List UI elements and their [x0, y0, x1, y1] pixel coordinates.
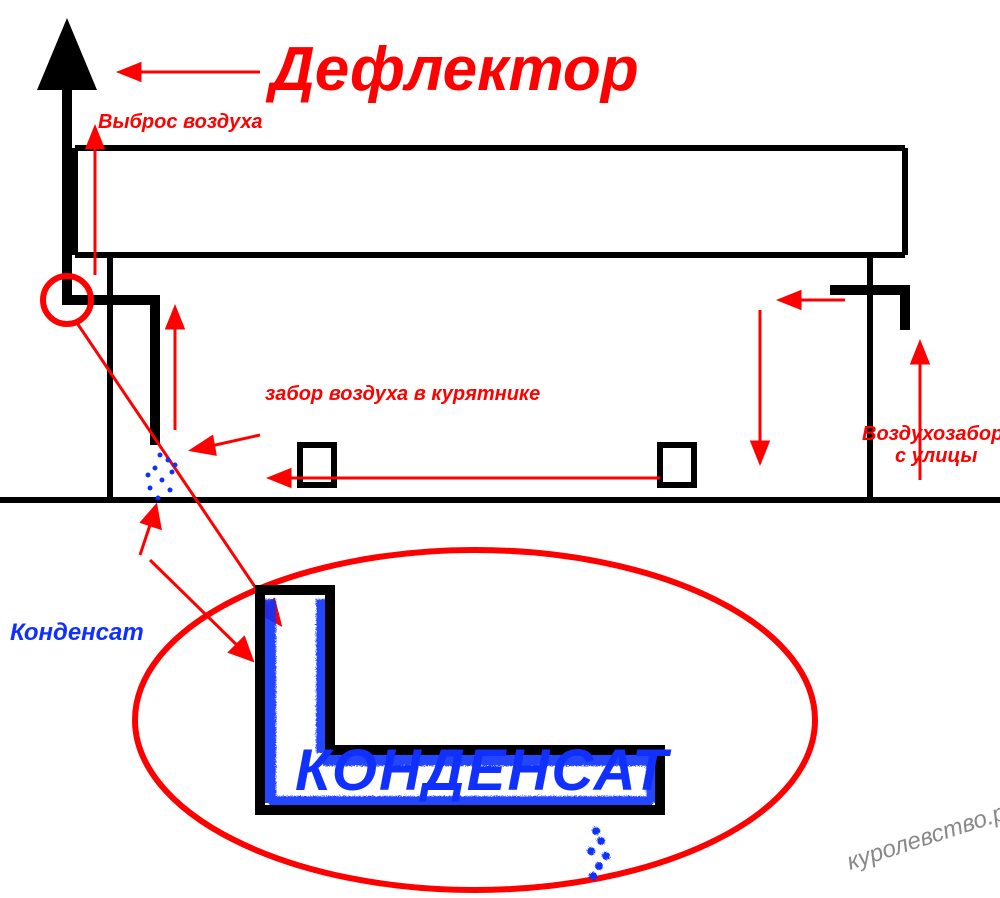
arrow-intake-coop-pointer: [192, 435, 260, 454]
deflector-title: Дефлектор: [265, 35, 639, 104]
condensate-big-label: КОНДЕНСАТ: [295, 738, 672, 803]
detail-drip: [586, 826, 609, 879]
arrow-condensate-to-detail: [75, 320, 280, 624]
arrow-inner-pipe-up: [167, 308, 183, 430]
intake-street-label-2: с улицы: [895, 445, 977, 467]
detail-ellipse: [135, 550, 815, 890]
exhaust-label: Выброс воздуха: [98, 111, 262, 133]
arrow-intake-street-down: [752, 310, 768, 462]
ventilation-diagram: Дефлектор Выброс воздуха забор воздуха в…: [0, 0, 1000, 898]
watermark: куролевство.рф: [844, 793, 1000, 876]
intake-street-label-1: Воздухозабор: [862, 423, 1000, 445]
deflector-icon: [37, 18, 97, 90]
arrows: [75, 64, 928, 660]
intake-coop-label: забор воздуха в курятнике: [265, 383, 540, 405]
arrow-condensate-to-drip: [140, 506, 160, 555]
condensate-small-label: Конденсат: [10, 619, 144, 646]
condensate-drips-small: [146, 453, 178, 501]
arrow-deflector-pointer: [120, 64, 260, 80]
arrow-condensate-to-detail2: [150, 560, 252, 660]
